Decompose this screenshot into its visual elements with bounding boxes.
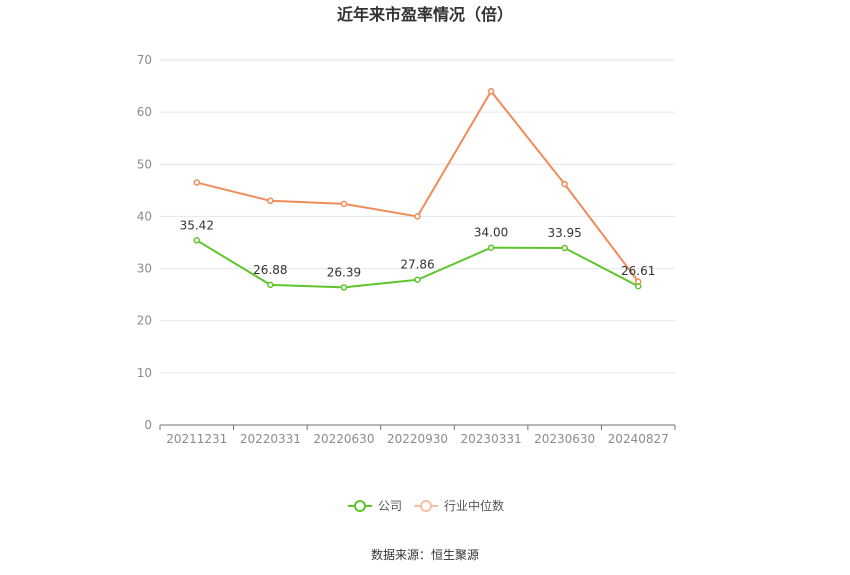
y-tick-label: 20	[137, 314, 152, 328]
series-1-point	[193, 179, 201, 186]
series-1-point	[340, 200, 348, 208]
legend-marker	[354, 500, 366, 512]
data-label: 34.00	[474, 226, 508, 240]
legend-item-1[interactable]: 行业中位数	[414, 498, 504, 513]
y-tick-label: 70	[137, 53, 152, 67]
legend[interactable]: 公司 行业中位数	[348, 498, 504, 513]
x-tick-label: 20220331	[240, 432, 301, 446]
data-labels: 35.42 26.88 26.39 27.86 34.00 33.95 26.61	[180, 218, 656, 279]
source-note: 数据来源：恒生聚源	[371, 547, 479, 562]
series-1-point	[414, 213, 421, 220]
legend-label: 公司	[378, 499, 402, 513]
x-tick-label: 20220930	[387, 432, 448, 446]
y-tick-label: 40	[137, 209, 152, 223]
y-tick-label: 10	[137, 366, 152, 380]
series-line-1	[196, 90, 640, 283]
legend-item-0[interactable]: 公司	[348, 499, 402, 513]
axes: 0 10 20 30 40 50 60 70 20211231 20220331 20220630 2…	[137, 53, 676, 446]
series-1-point	[487, 88, 495, 95]
y-tick-label: 60	[137, 105, 152, 119]
x-tick-label: 20230331	[461, 432, 522, 446]
data-label: 35.42	[180, 218, 214, 232]
y-tick-label: 0	[144, 418, 152, 432]
series-0-point	[487, 244, 495, 251]
y-tick-label: 50	[137, 157, 152, 171]
series-0-point	[414, 276, 421, 283]
x-tick-label: 20220630	[313, 432, 374, 446]
data-label: 33.95	[547, 226, 581, 240]
data-label: 26.39	[327, 265, 361, 279]
x-tick-label: 20230630	[534, 432, 595, 446]
series-0-point	[634, 282, 642, 290]
series-0-point	[340, 284, 348, 291]
y-tick-label: 30	[137, 262, 152, 276]
x-tick-label: 20211231	[166, 432, 227, 446]
data-label: 26.88	[253, 263, 287, 277]
chart-title: 近年来市盈率情况（倍）	[337, 5, 513, 24]
data-label: 26.61	[621, 264, 655, 278]
series-0-point	[193, 237, 201, 244]
legend-label: 行业中位数	[444, 498, 504, 513]
legend-marker	[420, 500, 432, 512]
series-0-point	[561, 244, 568, 252]
grid	[160, 59, 675, 374]
series-1-point	[267, 197, 274, 205]
series-1-point	[561, 180, 568, 188]
series-0-point	[267, 281, 274, 289]
series-layer	[193, 88, 642, 291]
x-tick-label: 20240827	[608, 432, 669, 446]
data-label: 27.86	[400, 258, 434, 272]
